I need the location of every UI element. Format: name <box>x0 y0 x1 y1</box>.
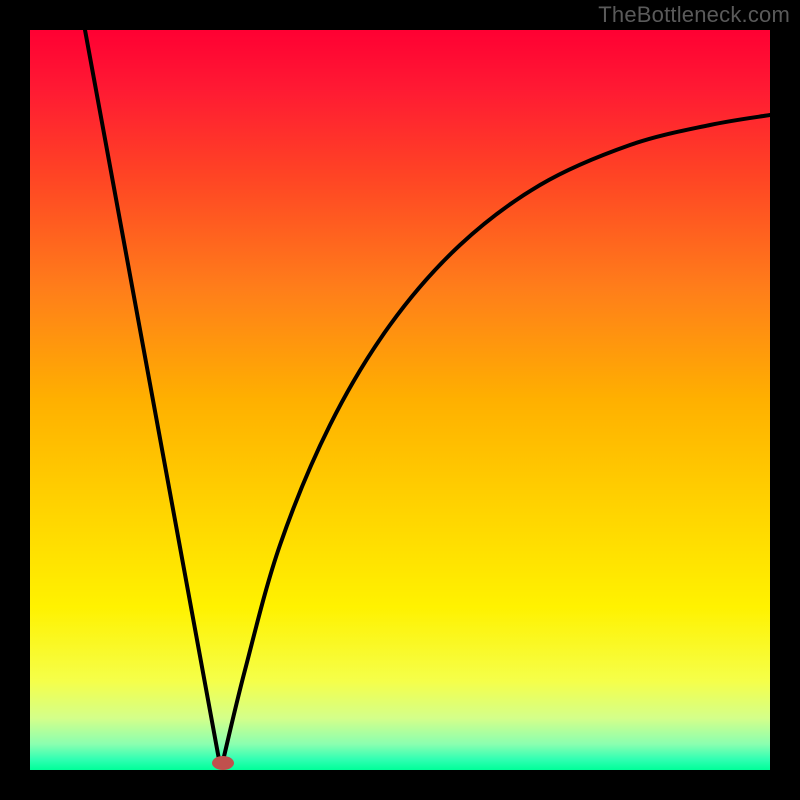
plot-area <box>30 30 770 770</box>
watermark-text: TheBottleneck.com <box>598 2 790 28</box>
gradient-background <box>30 30 770 770</box>
optimal-point-marker <box>212 756 234 770</box>
bottleneck-chart <box>0 0 800 800</box>
